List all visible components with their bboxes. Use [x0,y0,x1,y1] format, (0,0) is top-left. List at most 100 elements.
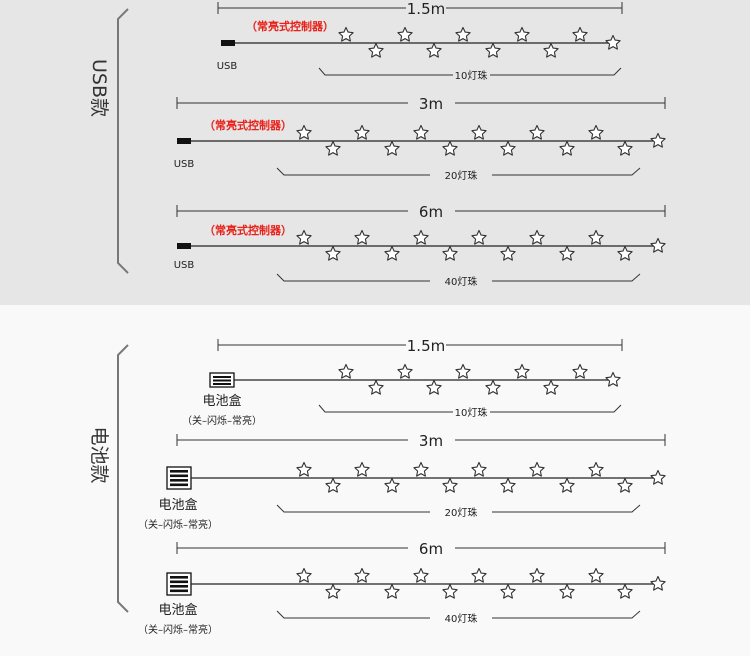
star-light [296,229,312,245]
star-light [455,26,471,42]
star-light [543,379,559,395]
count-label: 20灯珠 [445,506,478,519]
star-light [617,583,633,599]
star-lights [338,363,621,395]
star-light [455,363,471,379]
battery-row-3m: 3m 电池盒 （关–闪烁–常亮） [138,432,666,531]
length-dimension: 1.5m [217,0,623,18]
count-label: 20灯珠 [445,169,478,182]
battery-section-bracket [117,344,129,613]
star-light [442,140,458,156]
usb-section-bracket [117,8,129,274]
count-dimension: 10灯珠 [318,404,622,419]
star-light [338,363,354,379]
star-light [354,229,370,245]
star-light [617,477,633,493]
battery-box-icon [166,572,192,596]
star-light [384,245,400,261]
battery-box-label: 电池盒 [202,393,241,409]
star-light [442,245,458,261]
star-lights [296,229,666,261]
star-light [354,461,370,477]
star-lights [296,567,666,599]
controller-label: （常亮式控制器） [204,118,292,132]
star-light [471,567,487,583]
count-label: 10灯珠 [455,69,488,82]
star-light [588,567,604,583]
star-light [529,461,545,477]
star-light [397,26,413,42]
star-light [588,229,604,245]
controller-label: （常亮式控制器） [246,19,334,33]
star-lights [296,461,666,493]
battery-section-title: 电池款 [88,426,110,483]
star-light [426,379,442,395]
length-label: 6m [419,540,443,558]
star-light [338,26,354,42]
count-dimension: 40灯珠 [276,610,641,625]
star-light [529,567,545,583]
star-light [471,229,487,245]
star-light [471,461,487,477]
length-label: 1.5m [407,337,445,355]
star-light [368,379,384,395]
star-light [442,583,458,599]
switch-mode-label: （关–闪烁–常亮） [138,623,218,636]
star-light [500,245,516,261]
star-light [354,124,370,140]
star-light [325,583,341,599]
usb-plug [221,40,235,46]
star-light [529,124,545,140]
star-light [559,477,575,493]
star-light [500,140,516,156]
star-light [413,229,429,245]
star-light [650,132,666,148]
battery-row-1p5m: 1.5m 电池盒 （关–闪烁–常亮） [182,337,623,427]
count-dimension: 40灯珠 [276,273,641,288]
usb-section-title: USB款 [88,59,110,117]
battery-row-6m: 6m 电池盒 （关–闪烁–常亮） [138,540,666,636]
length-label: 1.5m [407,0,445,18]
star-light [354,567,370,583]
switch-mode-label: （关–闪烁–常亮） [182,414,262,427]
star-light [384,583,400,599]
usb-plug-label: USB [174,159,195,170]
controller-label: （常亮式控制器） [204,223,292,237]
star-light [500,583,516,599]
star-light [442,477,458,493]
length-label: 3m [419,432,443,450]
star-light [588,461,604,477]
star-light [413,567,429,583]
star-light [413,461,429,477]
battery-box-icon [166,466,192,490]
length-label: 6m [419,203,443,221]
star-light [296,124,312,140]
usb-row-3m: 3m （常亮式控制器） USB [174,95,666,182]
star-light [559,140,575,156]
star-light [384,477,400,493]
star-light [500,477,516,493]
star-light [296,567,312,583]
star-light [426,42,442,58]
star-light [296,461,312,477]
star-light [605,34,621,50]
length-dimension: 6m [176,203,666,221]
star-lights [296,124,666,156]
star-light [325,140,341,156]
star-light [368,42,384,58]
battery-box-label: 电池盒 [158,497,197,513]
length-dimension: 3m [176,95,666,113]
star-light [514,363,530,379]
count-label: 40灯珠 [445,612,478,625]
count-label: 10灯珠 [455,406,488,419]
star-light [605,371,621,387]
count-dimension: 10灯珠 [318,67,622,82]
star-light [485,42,501,58]
usb-plug [177,243,191,249]
count-dimension: 20灯珠 [276,504,641,519]
star-lights [338,26,621,58]
usb-plug-label: USB [217,61,238,72]
star-light [572,26,588,42]
